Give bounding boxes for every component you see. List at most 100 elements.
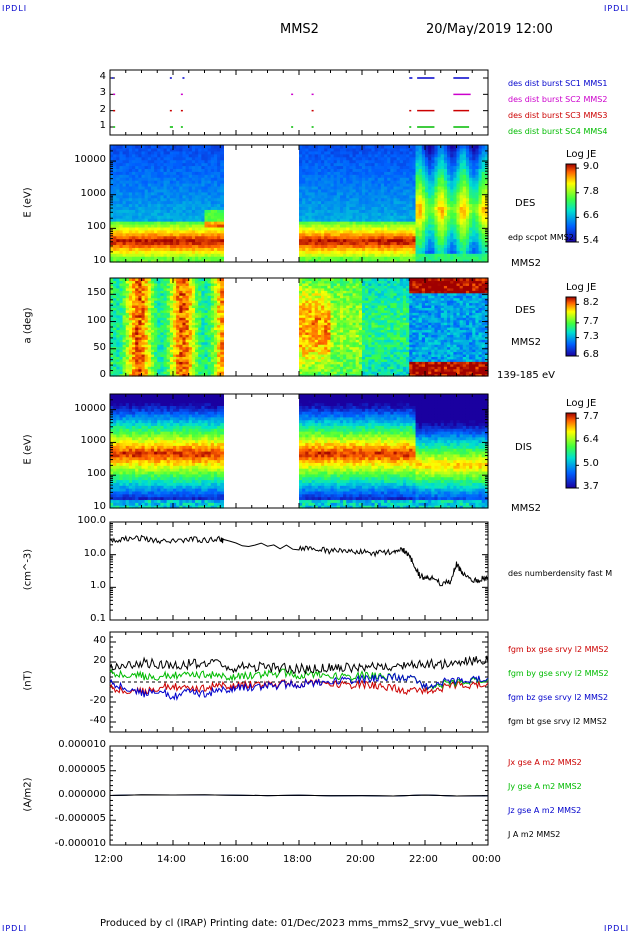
des-energy-cell (163, 197, 168, 202)
des-energy-cell (147, 145, 152, 149)
des-energy-cell (154, 229, 158, 234)
des-energy-cell (191, 171, 196, 175)
des-energy-cell (125, 223, 130, 228)
des-energy-cell (154, 221, 158, 225)
des-energy-cell (173, 156, 177, 161)
des-energy-cell (135, 188, 139, 193)
des-energy-cell (321, 168, 325, 172)
des-energy-cell (207, 229, 212, 234)
des-energy-cell (132, 159, 136, 164)
des-energy-cell (138, 168, 143, 172)
des-energy-cell (116, 221, 121, 225)
des-energy-cell (185, 206, 190, 210)
des-energy-cell (169, 232, 174, 237)
des-energy-cell (302, 188, 306, 193)
des-energy-cell (220, 197, 224, 202)
des-energy-cell (176, 221, 180, 225)
des-energy-cell (163, 209, 168, 213)
des-energy-cell (201, 191, 206, 196)
des-energy-cell (207, 244, 212, 248)
des-energy-cell (191, 200, 196, 205)
des-energy-cell (166, 241, 171, 246)
des-energy-cell (207, 218, 212, 222)
des-energy-cell (154, 171, 158, 175)
des-energy-cell (302, 147, 306, 152)
des-energy-cell (179, 145, 184, 149)
des-energy-cell (308, 223, 313, 228)
des-energy-cell (321, 256, 325, 260)
des-energy-cell (321, 203, 325, 208)
des-energy-cell (144, 156, 149, 161)
des-energy-cell (217, 171, 221, 175)
des-energy-cell (169, 206, 174, 210)
des-energy-cell (157, 235, 161, 240)
des-energy-cell (308, 253, 313, 257)
des-energy-cell (299, 150, 303, 155)
des-energy-cell (147, 150, 152, 155)
des-energy-cell (122, 153, 127, 158)
des-energy-cell (182, 226, 187, 231)
des-energy-cell (128, 156, 133, 161)
des-energy-cell (138, 241, 143, 246)
des-energy-cell (201, 145, 206, 149)
des-energy-cell (138, 200, 143, 205)
des-energy-cell (179, 206, 184, 210)
des-energy-cell (195, 147, 199, 152)
des-energy-cell (179, 203, 184, 208)
des-energy-cell (191, 215, 196, 219)
des-energy-cell (128, 256, 133, 260)
des-energy-cell (154, 206, 158, 210)
des-energy-cell (198, 238, 202, 243)
des-energy-cell (157, 156, 161, 161)
des-energy-cell (166, 156, 171, 161)
des-energy-cell (154, 226, 158, 231)
des-energy-cell (166, 226, 171, 231)
des-energy-cell (144, 197, 149, 202)
des-energy-cell (179, 223, 184, 228)
des-energy-cell (157, 218, 161, 222)
des-energy-cell (217, 185, 221, 190)
des-energy-cell (116, 238, 121, 243)
des-energy-cell (302, 150, 306, 155)
des-energy-cell (305, 203, 310, 208)
des-energy-cell (110, 156, 114, 161)
des-energy-cell (122, 162, 127, 167)
des-energy-cell (198, 229, 202, 234)
des-energy-cell (220, 226, 224, 231)
des-energy-cell (311, 145, 316, 149)
des-energy-cell (198, 209, 202, 213)
des-energy-cell (144, 185, 149, 190)
des-energy-cell (317, 203, 322, 208)
des-energy-cell (188, 188, 193, 193)
des-energy-cell (201, 235, 206, 240)
des-energy-cell (157, 247, 161, 251)
des-energy-cell (207, 180, 212, 184)
des-energy-cell (119, 206, 124, 210)
des-energy-cell (163, 150, 168, 155)
des-energy-cell (169, 159, 174, 164)
des-energy-cell (132, 244, 136, 248)
des-energy-cell (201, 159, 206, 164)
des-energy-cell (147, 221, 152, 225)
des-energy-cell (317, 194, 322, 199)
des-energy-cell (157, 153, 161, 158)
des-energy-cell (128, 197, 133, 202)
des-energy-cell (166, 153, 171, 158)
des-energy-cell (314, 203, 319, 208)
des-energy-cell (128, 218, 133, 222)
des-energy-cell (173, 145, 177, 149)
des-energy-cell (220, 259, 224, 263)
des-energy-cell (132, 238, 136, 243)
des-energy-cell (154, 194, 158, 199)
des-energy-cell (207, 185, 212, 190)
des-energy-cell (163, 200, 168, 205)
des-energy-cell (119, 223, 124, 228)
des-energy-cell (299, 197, 303, 202)
des-energy-cell (125, 241, 130, 246)
des-energy-cell (160, 174, 165, 178)
des-energy-cell (154, 162, 158, 167)
des-energy-cell (185, 209, 190, 213)
des-energy-cell (135, 191, 139, 196)
des-energy-cell (147, 235, 152, 240)
des-energy-cell (160, 256, 165, 260)
